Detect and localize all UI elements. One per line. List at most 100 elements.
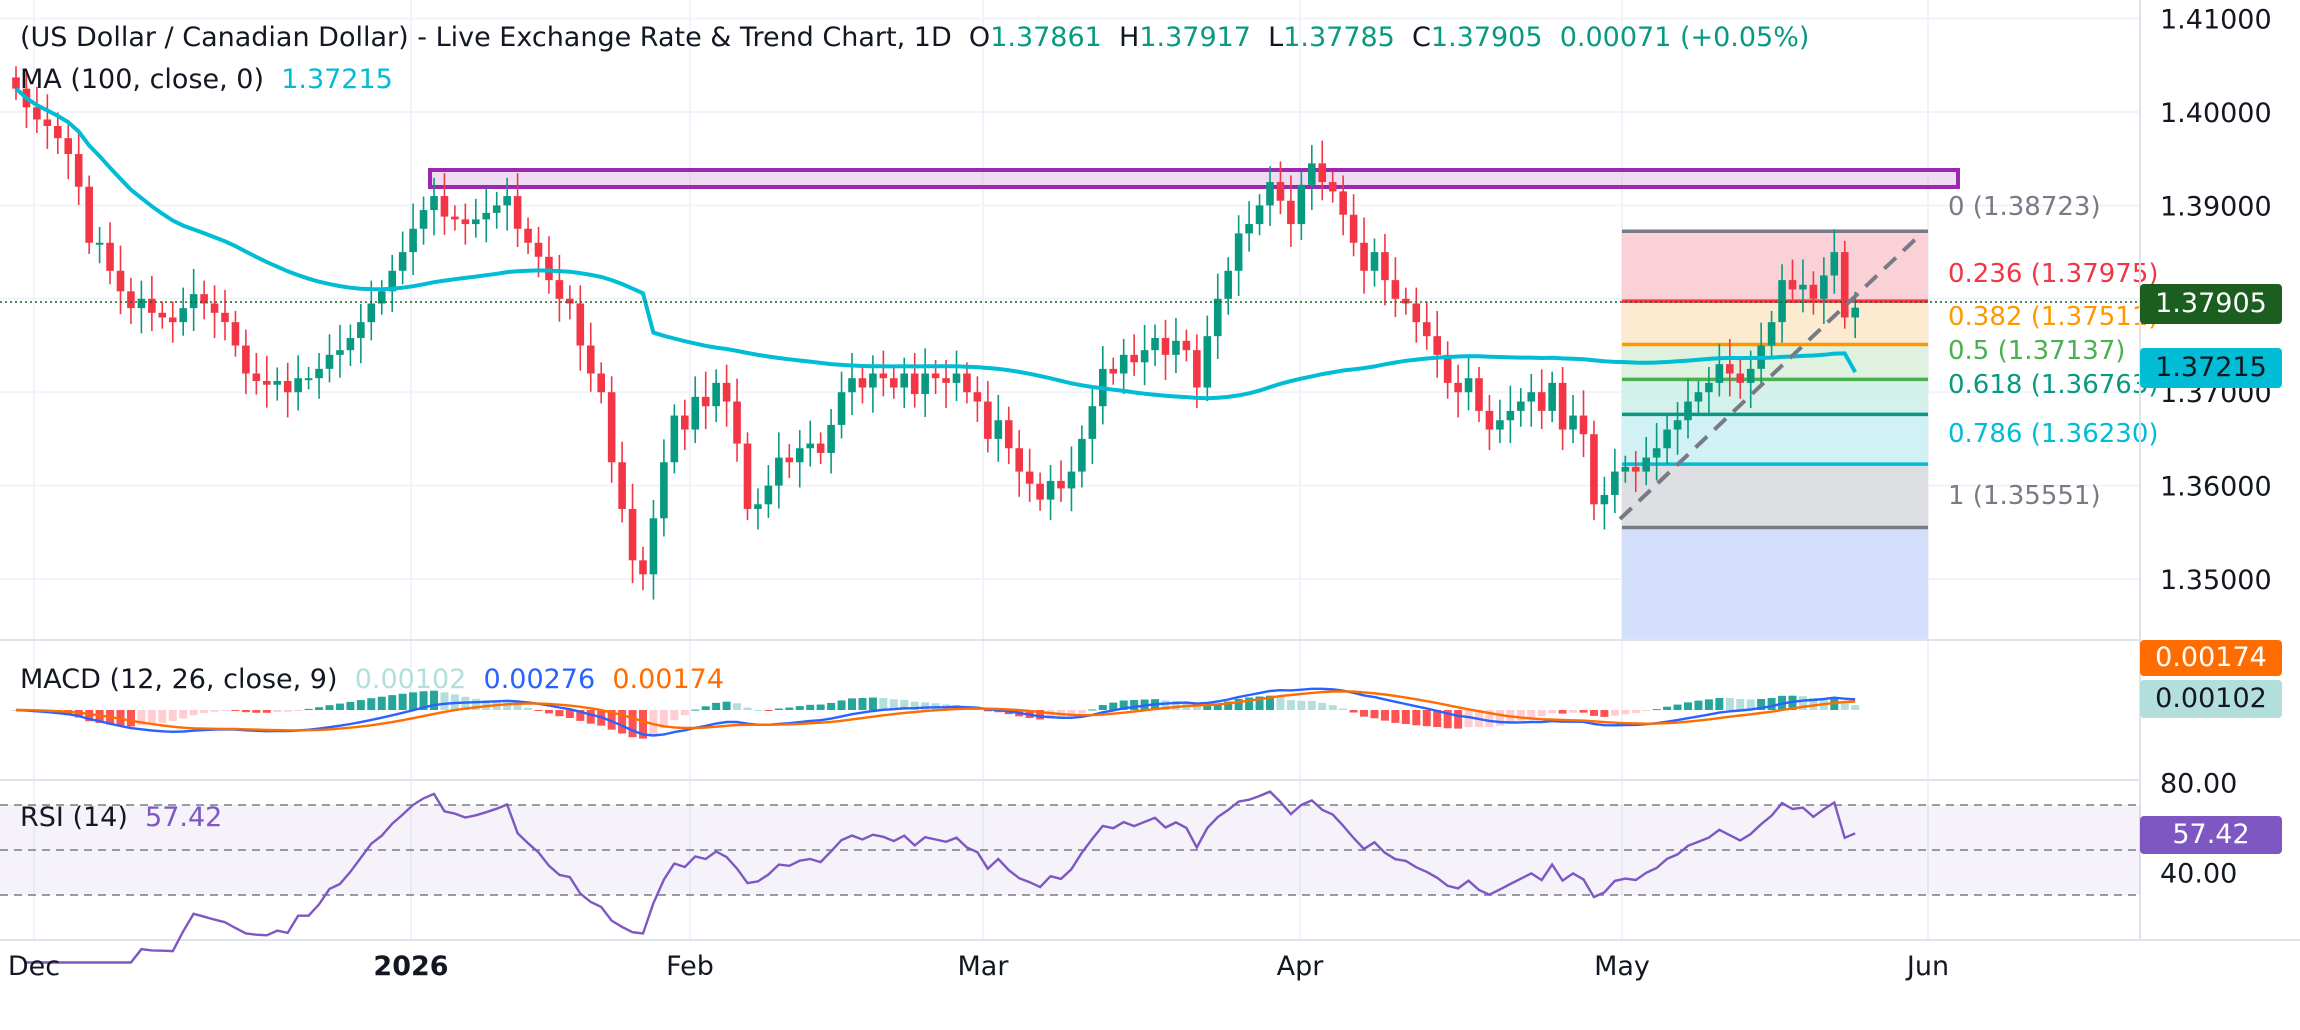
candle-body [931, 373, 940, 379]
rsi-badge: 57.42 [2140, 816, 2282, 854]
macd-histogram-bar [1297, 700, 1306, 710]
candle-body [1736, 373, 1745, 383]
candle-body [1579, 415, 1588, 435]
macd-histogram-bar [252, 710, 261, 713]
macd-histogram-bar [335, 703, 344, 710]
candle-body [1422, 322, 1431, 337]
candle-body [1004, 420, 1013, 449]
candle-body [1036, 483, 1044, 500]
candle-body [74, 154, 83, 187]
macd-histogram-bar [649, 710, 658, 735]
macd-histogram-bar [158, 710, 167, 723]
macd-histogram-bar [346, 701, 355, 710]
macd-histogram-bar [1673, 704, 1682, 710]
macd-histogram-bar [795, 706, 804, 710]
candle-body [231, 322, 240, 346]
macd-histogram-bar [409, 692, 418, 710]
candle-body [252, 373, 261, 381]
candle-body [921, 373, 929, 395]
rsi-tick-label: 80.00 [2160, 769, 2237, 800]
candle-body [419, 210, 428, 229]
macd-histogram-bar [576, 710, 585, 721]
candle-body [1830, 252, 1839, 276]
candle-body [1318, 163, 1327, 183]
macd-histogram-bar [1109, 702, 1118, 710]
candle-body [1527, 392, 1536, 402]
macd-histogram-bar [712, 702, 721, 710]
macd-histogram-bar [304, 708, 313, 710]
candle-body [1067, 471, 1076, 489]
macd-histogram-bar [910, 701, 919, 710]
candle-body [1182, 340, 1191, 351]
ma-legend[interactable]: MA (100, close, 0) 1.37215 [20, 64, 393, 95]
candle-body [722, 382, 731, 402]
candle-body [64, 138, 73, 155]
macd-histogram-bar [1339, 708, 1348, 710]
fib-zone [1622, 379, 1928, 415]
candle-body [534, 242, 543, 257]
candle-body [785, 457, 794, 463]
candle-body [12, 77, 20, 89]
macd-histogram-bar [1213, 703, 1222, 710]
candle-body [1255, 205, 1264, 225]
macd-histogram-bar [1360, 710, 1369, 717]
candle-body [1673, 420, 1682, 430]
macd-histogram-bar [1328, 705, 1337, 710]
candle-body [816, 443, 825, 453]
resistance-zone[interactable] [428, 168, 1960, 189]
macd-legend[interactable]: MACD (12, 26, close, 9) 0.00102 0.00276 … [20, 664, 724, 695]
candle-body [1611, 471, 1619, 495]
macd-histogram-bar [1464, 710, 1473, 728]
macd-histogram-bar [189, 710, 198, 716]
candle-body [1778, 280, 1786, 323]
macd-histogram-bar [388, 695, 397, 710]
macd-histogram-bar [283, 710, 292, 712]
candle-body [367, 303, 376, 323]
candle-body [597, 373, 605, 393]
candle-body [513, 196, 522, 229]
macd-line-value: 0.00276 [483, 664, 596, 695]
macd-histogram-bar [753, 709, 762, 711]
candle-body [451, 216, 459, 220]
candle-body [1339, 191, 1347, 215]
candle-body [210, 303, 219, 313]
macd-histogram-bar [1224, 701, 1233, 710]
candle-body [1558, 382, 1567, 430]
candle-body [1328, 182, 1337, 192]
candle-body [1621, 466, 1630, 472]
rsi-line [26, 790, 1856, 964]
macd-signal-badge: 0.00174 [2140, 640, 2282, 676]
candle-body [795, 448, 804, 463]
candle-body [1840, 252, 1849, 318]
chart-legend: (US Dollar / Canadian Dollar) - Live Exc… [20, 22, 1809, 53]
macd-histogram-bar [294, 710, 303, 711]
rsi-pane [0, 790, 2140, 964]
rsi-legend[interactable]: RSI (14) 57.42 [20, 802, 222, 833]
macd-histogram-bar [618, 710, 627, 734]
macd-histogram-bar [1684, 702, 1692, 710]
macd-histogram-bar [1234, 698, 1243, 710]
macd-histogram-bar [147, 710, 156, 725]
high-label: H [1119, 22, 1140, 53]
time-tick-label: 2026 [373, 951, 448, 982]
candle-body [95, 242, 104, 245]
candle-body [85, 186, 93, 243]
macd-histogram-bar [1036, 710, 1045, 720]
candle-body [994, 420, 1003, 439]
macd-histogram-bar [1370, 710, 1379, 719]
candle-body [1391, 280, 1400, 299]
time-tick-label: May [1594, 951, 1650, 982]
rsi-label: RSI (14) [20, 802, 128, 833]
macd-histogram-bar [555, 710, 564, 717]
candle-body [1057, 480, 1065, 489]
candle-body [1140, 350, 1149, 363]
macd-histogram-bar [680, 710, 689, 716]
candle-body [1224, 270, 1232, 299]
macd-histogram-bar [430, 690, 438, 710]
fib-zone [1622, 231, 1928, 302]
macd-histogram-bar [743, 707, 752, 710]
candle-body [524, 228, 532, 243]
macd-histogram-bar [1558, 710, 1567, 714]
candle-body [1517, 401, 1525, 411]
